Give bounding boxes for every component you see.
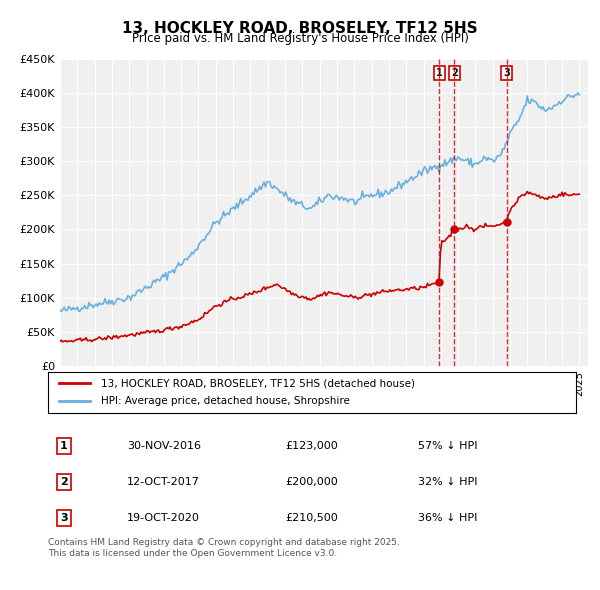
Text: 57% ↓ HPI: 57% ↓ HPI [418, 441, 477, 451]
Text: 19-OCT-2020: 19-OCT-2020 [127, 513, 200, 523]
Text: 1: 1 [436, 68, 443, 78]
Text: HPI: Average price, detached house, Shropshire: HPI: Average price, detached house, Shro… [101, 396, 350, 407]
Text: 30-NOV-2016: 30-NOV-2016 [127, 441, 201, 451]
Text: Price paid vs. HM Land Registry's House Price Index (HPI): Price paid vs. HM Land Registry's House … [131, 32, 469, 45]
Text: 3: 3 [503, 68, 510, 78]
Text: 36% ↓ HPI: 36% ↓ HPI [418, 513, 477, 523]
Text: 13, HOCKLEY ROAD, BROSELEY, TF12 5HS: 13, HOCKLEY ROAD, BROSELEY, TF12 5HS [122, 21, 478, 35]
Text: Contains HM Land Registry data © Crown copyright and database right 2025.
This d: Contains HM Land Registry data © Crown c… [48, 538, 400, 558]
Text: £200,000: £200,000 [286, 477, 338, 487]
Text: 32% ↓ HPI: 32% ↓ HPI [418, 477, 477, 487]
Text: £210,500: £210,500 [286, 513, 338, 523]
Text: 2: 2 [451, 68, 458, 78]
Text: 13, HOCKLEY ROAD, BROSELEY, TF12 5HS (detached house): 13, HOCKLEY ROAD, BROSELEY, TF12 5HS (de… [101, 378, 415, 388]
Text: 2: 2 [60, 477, 68, 487]
Text: 3: 3 [60, 513, 68, 523]
Text: 12-OCT-2017: 12-OCT-2017 [127, 477, 200, 487]
Text: 1: 1 [60, 441, 68, 451]
Text: £123,000: £123,000 [286, 441, 338, 451]
